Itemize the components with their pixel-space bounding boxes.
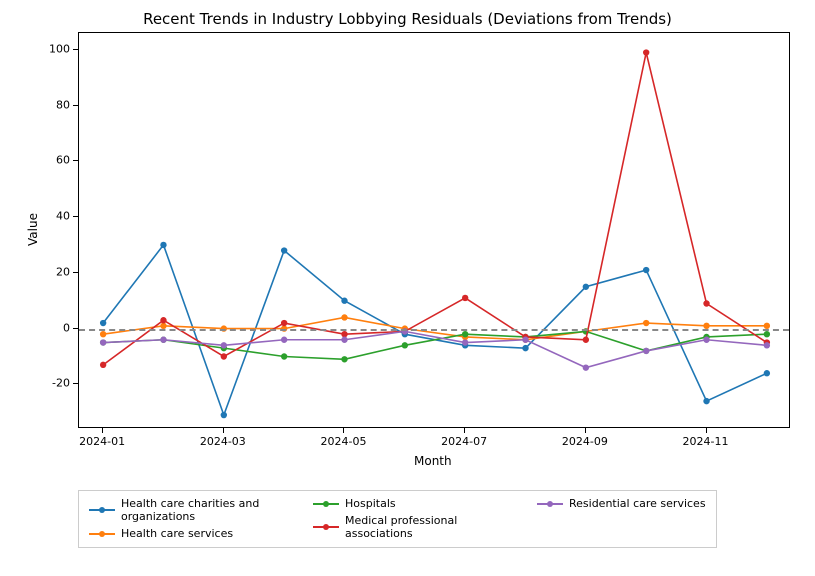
y-tick-mark <box>73 216 78 217</box>
y-axis-label: Value <box>26 213 40 246</box>
series-marker <box>341 314 347 320</box>
legend-swatch <box>313 503 339 505</box>
series-marker <box>643 49 649 55</box>
legend-label: Health care services <box>121 527 233 540</box>
series-marker <box>341 337 347 343</box>
series-marker <box>522 337 528 343</box>
series-marker <box>643 267 649 273</box>
series-line <box>103 331 767 367</box>
x-tick-mark <box>223 428 224 433</box>
series-marker <box>341 298 347 304</box>
series-marker <box>281 247 287 253</box>
legend-swatch <box>313 526 339 528</box>
legend-swatch <box>89 533 115 535</box>
y-tick-mark <box>73 328 78 329</box>
y-tick-mark <box>73 49 78 50</box>
y-tick-label: 0 <box>38 321 70 334</box>
series-marker <box>583 337 589 343</box>
legend-label: Hospitals <box>345 497 396 510</box>
y-tick-label: 80 <box>38 98 70 111</box>
y-tick-label: 100 <box>38 42 70 55</box>
series-marker <box>583 284 589 290</box>
series-marker <box>160 337 166 343</box>
series-marker <box>462 331 468 337</box>
series-marker <box>160 317 166 323</box>
series-marker <box>643 348 649 354</box>
series-marker <box>643 320 649 326</box>
x-tick-label: 2024-09 <box>562 435 608 448</box>
series-marker <box>221 353 227 359</box>
series-marker <box>100 320 106 326</box>
legend-swatch <box>89 509 115 511</box>
series-marker <box>703 300 709 306</box>
plot-area <box>78 32 790 428</box>
y-tick-mark <box>73 272 78 273</box>
series-marker <box>764 331 770 337</box>
x-tick-label: 2024-07 <box>441 435 487 448</box>
x-tick-mark <box>706 428 707 433</box>
legend-label: Residential care services <box>569 497 706 510</box>
legend-item: Health care charities and organizations <box>89 497 289 523</box>
legend-item: Medical professional associations <box>313 514 513 540</box>
y-tick-label: 20 <box>38 265 70 278</box>
y-tick-mark <box>73 160 78 161</box>
x-tick-mark <box>102 428 103 433</box>
series-marker <box>522 345 528 351</box>
series-marker <box>100 362 106 368</box>
series-marker <box>703 398 709 404</box>
series-marker <box>221 342 227 348</box>
y-tick-label: -20 <box>38 377 70 390</box>
series-marker <box>583 364 589 370</box>
series-marker <box>100 339 106 345</box>
series-marker <box>764 370 770 376</box>
x-tick-mark <box>585 428 586 433</box>
series-marker <box>100 331 106 337</box>
x-tick-label: 2024-03 <box>200 435 246 448</box>
series-marker <box>462 295 468 301</box>
legend-swatch <box>537 503 563 505</box>
legend-item: Residential care services <box>537 497 706 510</box>
zero-reference-line <box>79 329 789 331</box>
series-marker <box>281 353 287 359</box>
y-tick-label: 40 <box>38 210 70 223</box>
series-marker <box>160 242 166 248</box>
legend-label: Medical professional associations <box>345 514 513 540</box>
series-marker <box>341 331 347 337</box>
series-marker <box>341 356 347 362</box>
series-line <box>103 53 767 365</box>
legend-item: Health care services <box>89 527 289 540</box>
legend-label: Health care charities and organizations <box>121 497 289 523</box>
series-marker <box>402 342 408 348</box>
legend-item: Hospitals <box>313 497 513 510</box>
series-marker <box>764 342 770 348</box>
x-tick-label: 2024-05 <box>321 435 367 448</box>
plot-svg <box>79 33 791 429</box>
series-marker <box>281 337 287 343</box>
series-marker <box>281 320 287 326</box>
y-tick-mark <box>73 383 78 384</box>
chart-title: Recent Trends in Industry Lobbying Resid… <box>0 10 815 28</box>
legend: Health care charities and organizations H… <box>78 490 717 548</box>
series-marker <box>221 412 227 418</box>
y-tick-mark <box>73 105 78 106</box>
x-axis-label: Month <box>414 454 452 468</box>
x-tick-mark <box>464 428 465 433</box>
x-tick-label: 2024-11 <box>683 435 729 448</box>
x-tick-mark <box>343 428 344 433</box>
series-marker <box>462 339 468 345</box>
y-tick-label: 60 <box>38 154 70 167</box>
x-tick-label: 2024-01 <box>79 435 125 448</box>
series-marker <box>703 337 709 343</box>
chart-container: Recent Trends in Industry Lobbying Resid… <box>0 0 815 576</box>
